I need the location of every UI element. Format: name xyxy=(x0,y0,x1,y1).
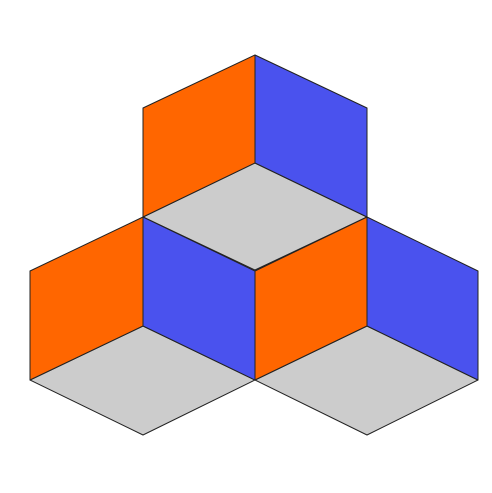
isometric-cubes-figure xyxy=(0,0,492,493)
